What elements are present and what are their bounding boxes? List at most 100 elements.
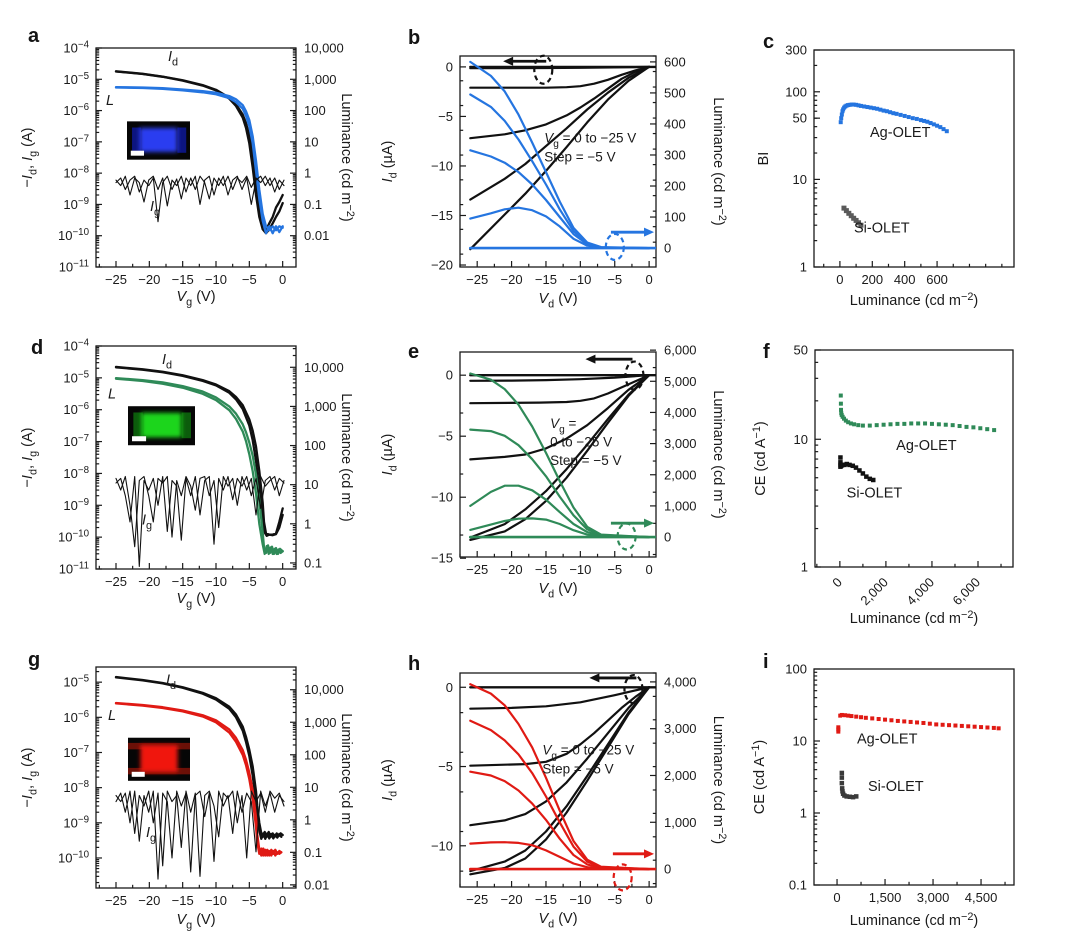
svg-text:10,000: 10,000 — [304, 360, 344, 375]
svg-text:−20: −20 — [501, 272, 523, 287]
svg-text:10−8: 10−8 — [63, 779, 89, 795]
svg-text:1,000: 1,000 — [304, 715, 337, 730]
svg-text:−5: −5 — [607, 562, 622, 577]
panel-b-plot: −25 −20 −15 −10 −5 0 Vd (V) 0 −5 −10 −15 −20 Id (µA)… — [380, 54, 728, 311]
svg-text:−10: −10 — [569, 562, 591, 577]
svg-text:Luminance (cd m−2): Luminance (cd m−2) — [338, 93, 355, 221]
svg-text:10−5: 10−5 — [63, 71, 89, 87]
svg-text:0 to −25 V: 0 to −25 V — [550, 434, 612, 449]
svg-text:1: 1 — [801, 560, 808, 575]
svg-text:−10: −10 — [569, 892, 591, 907]
svg-text:Luminance (cd m−2): Luminance (cd m−2) — [710, 97, 728, 225]
svg-text:Vd (V): Vd (V) — [538, 581, 577, 601]
svg-text:0: 0 — [664, 530, 671, 545]
svg-text:0.1: 0.1 — [789, 878, 807, 893]
panel-a-plot: −25 −20 −15 −10 −5 0Vg (V)10−410−510−610−710−… — [20, 40, 355, 309]
svg-text:Si-OLET: Si-OLET — [847, 486, 903, 502]
svg-text:2,000: 2,000 — [664, 467, 697, 482]
svg-text:100: 100 — [785, 84, 807, 99]
svg-text:0: 0 — [664, 862, 671, 877]
svg-text:10: 10 — [304, 780, 318, 795]
panel-d-letter: d — [31, 337, 44, 359]
svg-text:−15: −15 — [172, 574, 194, 589]
svg-text:Ig: Ig — [142, 512, 152, 532]
svg-text:−5: −5 — [242, 574, 257, 589]
svg-text:−20: −20 — [138, 574, 160, 589]
panel-d: d −25 −20 −15 −10 −5 0 Vg (V) 10−4 10−5 10−6 10−7 1… — [0, 330, 355, 630]
svg-text:CE (cd A−1): CE (cd A−1) — [750, 740, 768, 814]
svg-text:0: 0 — [829, 575, 845, 591]
panel-i-letter: i — [763, 651, 769, 673]
panel-e: e −25 −20 −15 −10 −5 0 Vd (V) 0 −5 −10 −15 Id (µA) 6… — [355, 330, 730, 630]
svg-text:Step = −5 V: Step = −5 V — [542, 762, 613, 777]
svg-text:−25: −25 — [466, 892, 488, 907]
svg-text:Si-OLET: Si-OLET — [854, 220, 910, 236]
svg-text:Step = −5 V: Step = −5 V — [550, 453, 621, 468]
svg-text:0: 0 — [833, 890, 840, 905]
svg-text:−10: −10 — [431, 838, 453, 853]
svg-text:Luminance (cd m−2): Luminance (cd m−2) — [710, 716, 728, 844]
svg-text:50: 50 — [794, 343, 808, 358]
svg-text:10−9: 10−9 — [63, 497, 89, 513]
svg-text:10−7: 10−7 — [63, 744, 89, 760]
svg-text:10−6: 10−6 — [63, 401, 89, 417]
svg-text:50: 50 — [793, 111, 807, 126]
svg-text:Vd (V): Vd (V) — [538, 291, 577, 311]
svg-text:10−10: 10−10 — [58, 529, 90, 545]
svg-text:−10: −10 — [205, 272, 227, 287]
panel-a: a −25 −20 −15 −10 −5 0 Vg (V) 10−4 10−5 10−6 10−7 1… — [0, 20, 355, 320]
svg-text:10−7: 10−7 — [63, 133, 89, 149]
svg-text:1: 1 — [800, 806, 807, 821]
svg-text:−20: −20 — [501, 562, 523, 577]
svg-text:−5: −5 — [438, 429, 453, 444]
svg-text:−5: −5 — [438, 759, 453, 774]
svg-text:−15: −15 — [535, 562, 557, 577]
svg-text:100: 100 — [664, 210, 686, 225]
svg-text:−20: −20 — [501, 892, 523, 907]
svg-text:10−5: 10−5 — [63, 674, 89, 690]
svg-text:−15: −15 — [431, 208, 453, 223]
svg-text:1: 1 — [304, 166, 311, 181]
svg-text:300: 300 — [785, 43, 807, 58]
svg-text:0: 0 — [646, 272, 653, 287]
svg-text:100: 100 — [304, 103, 326, 118]
svg-text:2,000: 2,000 — [664, 768, 697, 783]
svg-text:−5: −5 — [438, 109, 453, 124]
svg-text:10−11: 10−11 — [59, 561, 89, 577]
svg-text:1,000: 1,000 — [664, 815, 697, 830]
svg-text:−20: −20 — [431, 258, 453, 273]
svg-text:Id (µA): Id (µA) — [380, 759, 400, 801]
svg-text:4,500: 4,500 — [965, 890, 998, 905]
svg-text:0: 0 — [279, 272, 286, 287]
svg-text:Id: Id — [168, 49, 178, 69]
svg-text:10−10: 10−10 — [58, 227, 90, 243]
svg-text:0.1: 0.1 — [304, 197, 322, 212]
svg-text:Ig: Ig — [150, 199, 160, 219]
svg-text:−15: −15 — [172, 272, 194, 287]
svg-text:10: 10 — [794, 432, 808, 447]
svg-text:Luminance (cd m−2): Luminance (cd m−2) — [710, 390, 728, 518]
svg-text:−20: −20 — [138, 272, 160, 287]
panel-g-letter: g — [28, 649, 41, 671]
svg-text:10−10: 10−10 — [58, 849, 90, 865]
svg-text:10−9: 10−9 — [63, 814, 89, 830]
svg-text:10−8: 10−8 — [63, 465, 89, 481]
svg-text:2,000: 2,000 — [857, 575, 891, 609]
svg-text:0: 0 — [279, 893, 286, 908]
svg-text:1,000: 1,000 — [664, 498, 697, 513]
svg-text:4,000: 4,000 — [903, 575, 937, 609]
svg-text:600: 600 — [926, 272, 948, 287]
svg-text:0.1: 0.1 — [304, 555, 322, 570]
svg-text:Vg (V): Vg (V) — [176, 289, 215, 309]
svg-text:10,000: 10,000 — [304, 682, 344, 697]
panel-c-plot: 0 200 400 600 Luminance (cd m−2) 300 100 50 10 1 B… — [756, 43, 1015, 309]
svg-text:0.01: 0.01 — [304, 228, 329, 243]
svg-text:−20: −20 — [138, 893, 160, 908]
panel-c: c 0 200 400 600 Luminance (cd m−2) 300 100 50 10… — [730, 20, 1066, 320]
svg-text:300: 300 — [664, 147, 686, 162]
panel-f-letter: f — [763, 341, 770, 363]
svg-text:Ig: Ig — [146, 825, 156, 845]
svg-text:5,000: 5,000 — [664, 374, 697, 389]
panel-h-letter: h — [408, 653, 421, 675]
